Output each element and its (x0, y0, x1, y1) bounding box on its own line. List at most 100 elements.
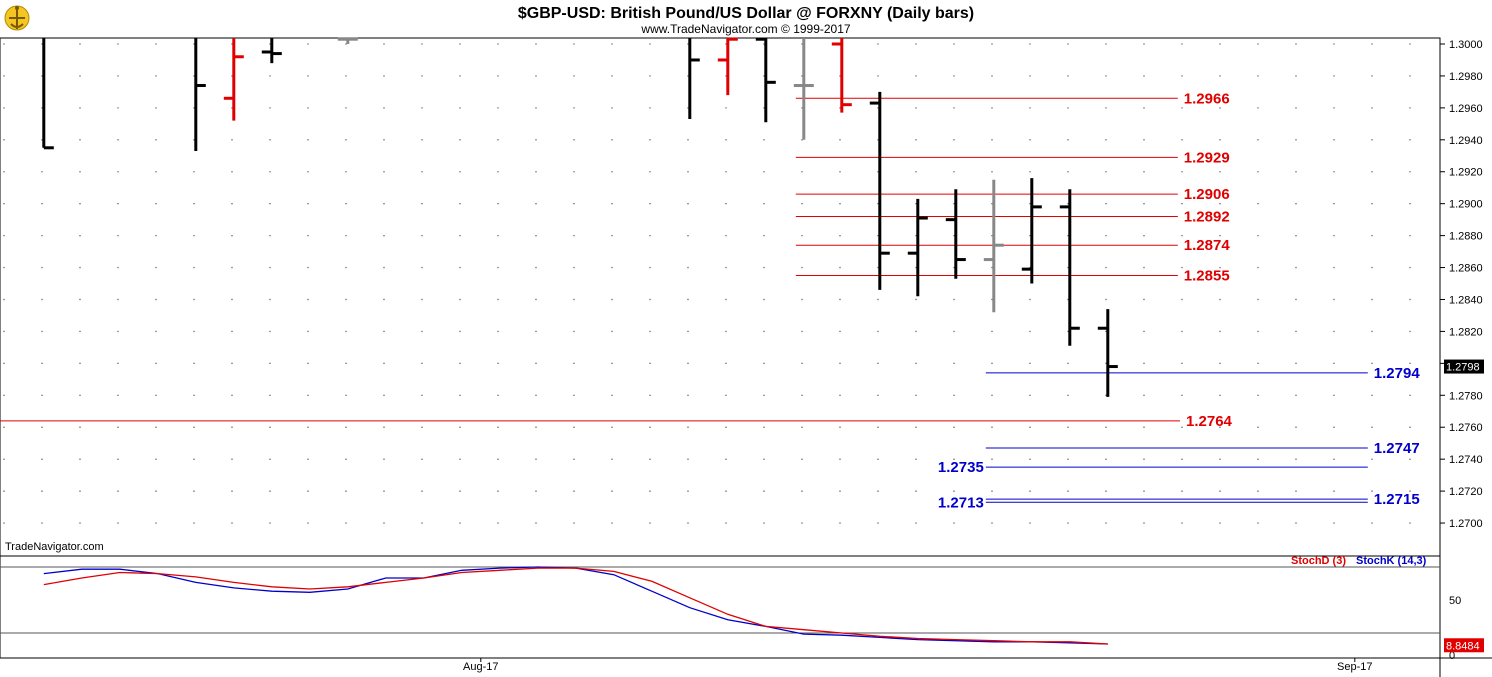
grid-dot (1371, 394, 1373, 397)
grid-dot (953, 298, 955, 301)
grid-dot (459, 170, 461, 173)
grid-dot (1029, 362, 1031, 365)
grid-dot (383, 330, 385, 333)
stochastic-line-d (43, 567, 1108, 645)
grid-dot (307, 266, 309, 269)
grid-dot (117, 522, 119, 524)
grid-dot (1219, 330, 1221, 333)
chart-title: $GBP-USD: British Pound/US Dollar @ FORX… (518, 5, 974, 22)
grid-dot (79, 362, 81, 365)
grid-dot (1409, 107, 1411, 109)
grid-dot (117, 75, 119, 77)
grid-dot (269, 426, 271, 429)
grid-dot (1181, 266, 1183, 269)
grid-dot (725, 522, 727, 524)
ohlc-bar (1059, 189, 1080, 346)
grid-dot (1295, 330, 1297, 333)
grid-dot (801, 426, 803, 429)
grid-dot (1409, 426, 1411, 429)
grid-dot (953, 362, 955, 365)
grid-dot (41, 298, 43, 301)
grid-dot (573, 490, 575, 492)
grid-dot (497, 362, 499, 365)
grid-dot (269, 330, 271, 333)
grid-dot (117, 362, 119, 365)
grid-dot (459, 107, 461, 109)
grid-dot (383, 522, 385, 524)
grid-dot (611, 139, 613, 141)
grid-dot (725, 458, 727, 460)
ohlc-bar (945, 189, 966, 279)
grid-dot (307, 170, 309, 173)
grid-dot (611, 394, 613, 397)
grid-dot (193, 362, 195, 365)
ohlc-bar (223, 38, 244, 121)
grid-dot (345, 458, 347, 460)
grid-dot (459, 522, 461, 524)
grid-dot (1105, 202, 1107, 205)
grid-dot (193, 394, 195, 397)
grid-dot (155, 330, 157, 333)
grid-dot (1143, 234, 1145, 237)
grid-dot (915, 330, 917, 333)
grid-dot (801, 202, 803, 205)
grid-dot (383, 362, 385, 365)
grid-dot (1067, 426, 1069, 429)
grid-dot (497, 75, 499, 77)
grid-dot (1067, 522, 1069, 524)
grid-dot (383, 298, 385, 301)
date-axis-ticks: Aug-17 Sep-17 (463, 658, 1373, 673)
grid-dot (1105, 43, 1107, 45)
grid-dot (117, 107, 119, 109)
grid-dot (1257, 330, 1259, 333)
grid-dot (3, 234, 5, 237)
grid-dot (41, 490, 43, 492)
level-label-1.2966: 1.2966 (1184, 90, 1230, 107)
grid-dot (79, 490, 81, 492)
grid-dot (193, 522, 195, 524)
stochastic-tag-box (1444, 638, 1484, 653)
grid-dot (1333, 458, 1335, 460)
grid-dot (1295, 43, 1297, 45)
grid-dot (687, 234, 689, 237)
price-tick-label: 1.2740 (1449, 454, 1483, 466)
grid-dot (1105, 170, 1107, 173)
grid-dot (307, 107, 309, 109)
grid-dot (383, 43, 385, 45)
stochastic-lines (43, 566, 1108, 645)
grid-dot (1371, 234, 1373, 237)
grid-dot (1181, 330, 1183, 333)
grid-dot (383, 234, 385, 237)
level-label-1.2764: 1.2764 (1186, 413, 1233, 430)
grid-dot (3, 298, 5, 301)
grid-dot (1409, 139, 1411, 141)
grid-dot (497, 266, 499, 269)
grid-dot (1257, 266, 1259, 269)
level-label-1.2906: 1.2906 (1184, 186, 1230, 203)
grid-dot (877, 426, 879, 429)
grid-dot (649, 234, 651, 237)
grid-dot (687, 426, 689, 429)
grid-dot (1333, 139, 1335, 141)
grid-dot (1295, 170, 1297, 173)
level-label-1.2892: 1.2892 (1184, 208, 1230, 225)
grid-dot (345, 170, 347, 173)
grid-dot (839, 234, 841, 237)
grid-dot (1029, 107, 1031, 109)
ohlc-bar (793, 38, 814, 140)
grid-dot (991, 330, 993, 333)
level-label-1.2735: 1.2735 (938, 459, 984, 476)
grid-dot (801, 298, 803, 301)
grid-dot (1219, 522, 1221, 524)
grid-dot (763, 426, 765, 429)
price-panel (0, 37, 1441, 557)
price-tick-label: 1.3000 (1449, 39, 1483, 51)
grid-dot (383, 75, 385, 77)
grid-dot (1143, 458, 1145, 460)
grid-dot (991, 458, 993, 460)
grid-dot (535, 362, 537, 365)
stochastic-last-tag: 8.8484 (1444, 638, 1484, 653)
grid-dot (649, 522, 651, 524)
grid-dot (307, 75, 309, 77)
grid-dot (497, 234, 499, 237)
